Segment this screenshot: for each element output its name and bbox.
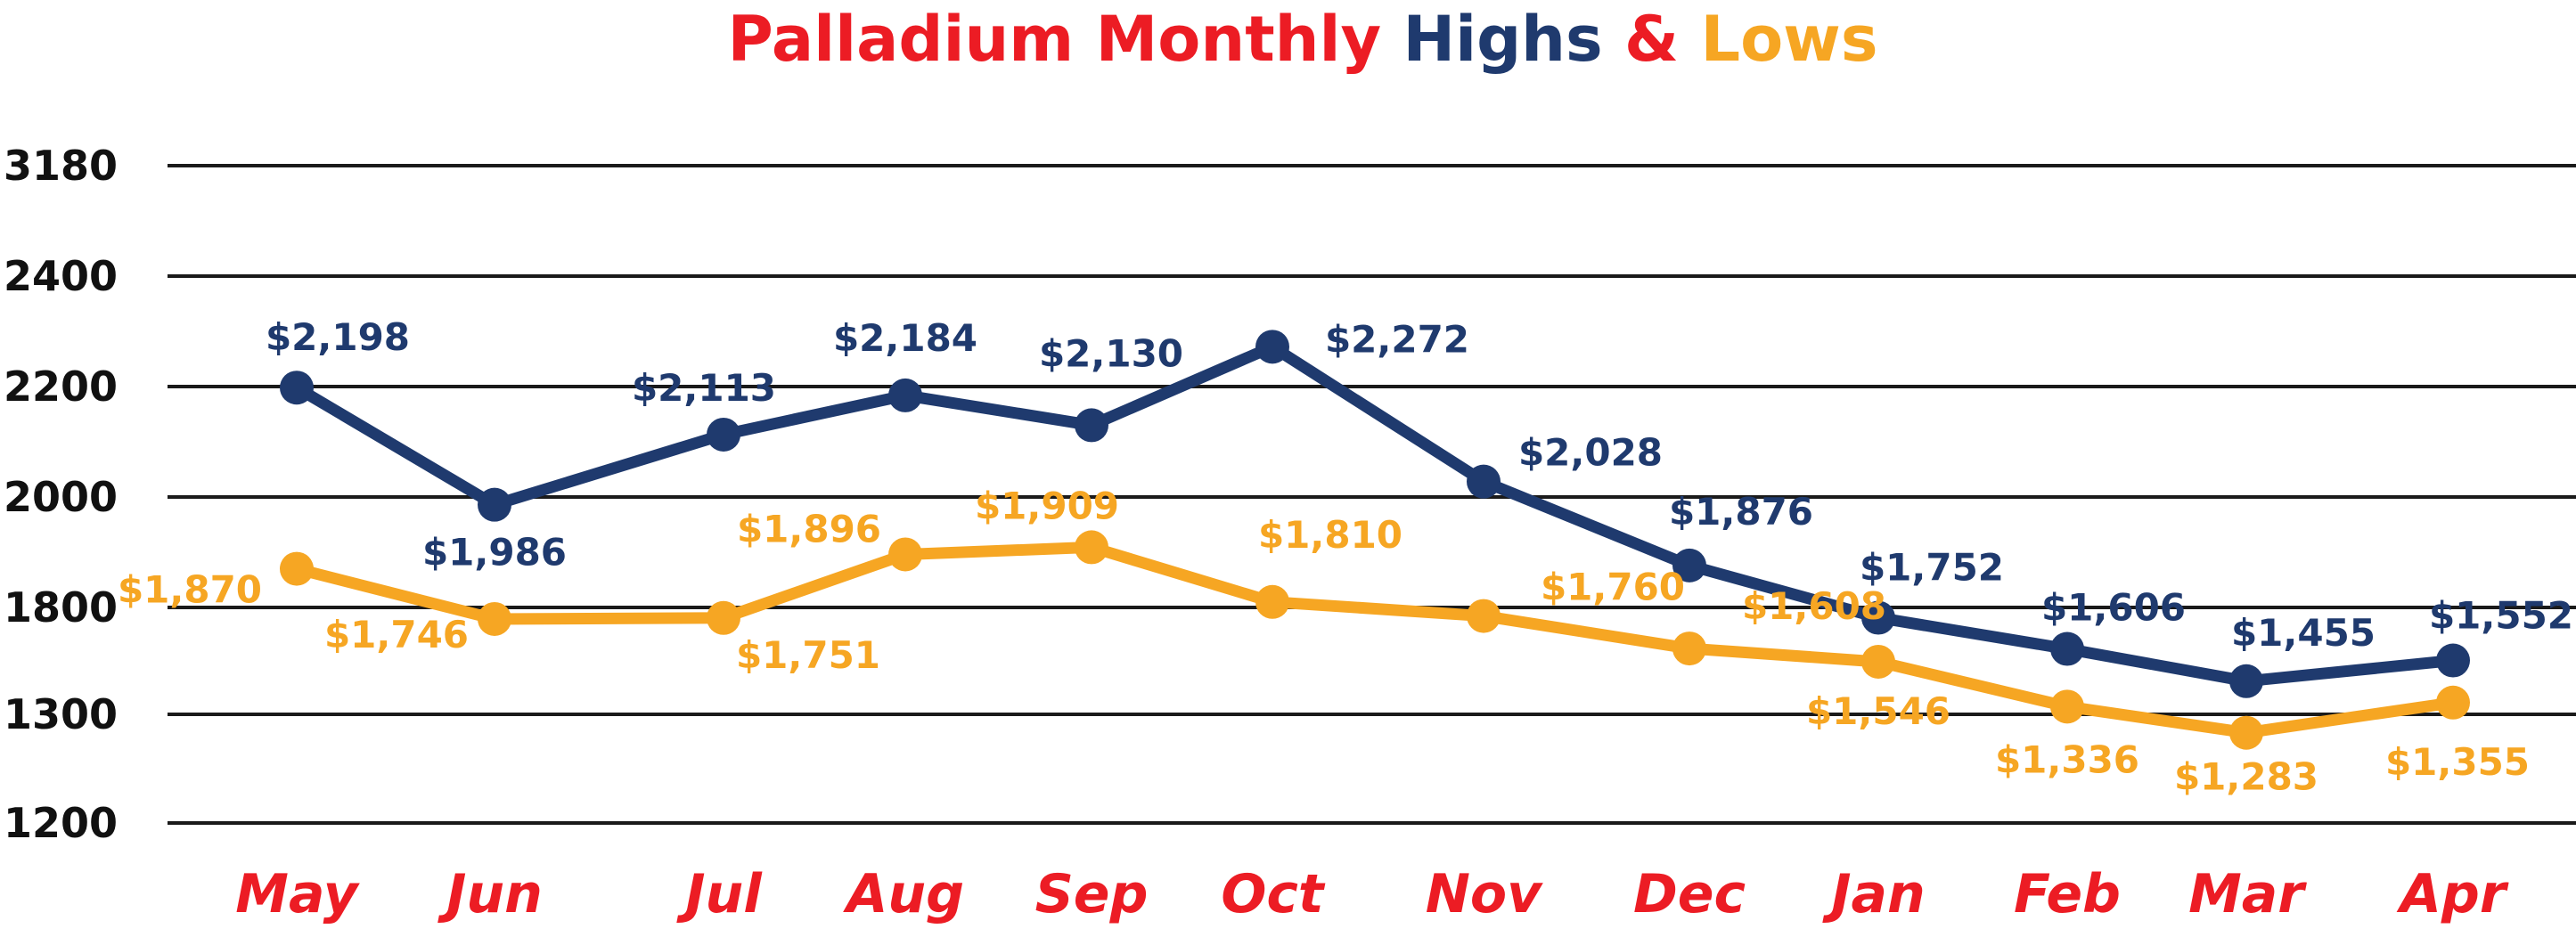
data-point-lows bbox=[888, 537, 922, 572]
series-line-highs bbox=[290, 340, 2459, 688]
data-point-highs bbox=[888, 378, 922, 412]
x-tick-label: Jan bbox=[1822, 863, 1926, 925]
data-point-lows bbox=[2229, 715, 2263, 750]
data-point-lows bbox=[1861, 644, 1895, 679]
data-label-lows: $1,870 bbox=[118, 568, 262, 612]
data-point-lows bbox=[1075, 530, 1108, 565]
x-axis-ticks: May Jun Jul Aug Sep Oct Nov Dec Jan Feb Mar Apr bbox=[235, 863, 2509, 925]
title-part-1: Palladium Monthly bbox=[727, 3, 1402, 76]
x-tick-label: Nov bbox=[1426, 863, 1543, 925]
x-tick-label: Jun bbox=[438, 863, 543, 925]
data-label-lows: $1,608 bbox=[1742, 584, 1886, 628]
x-tick-label: Mar bbox=[2188, 863, 2307, 925]
series-lows bbox=[280, 530, 2470, 750]
x-tick-label: Apr bbox=[2397, 863, 2509, 925]
data-label-lows: $1,909 bbox=[975, 484, 1119, 527]
data-point-lows bbox=[1672, 631, 1706, 666]
data-label-highs: $1,752 bbox=[1860, 546, 2004, 590]
data-point-lows bbox=[707, 600, 740, 635]
data-label-layer: $1,870 $1,746 $1,751 $1,896 $1,909 $1,810 $1,7… bbox=[118, 315, 2573, 799]
chart-title: Palladium Monthly Highs & Lows bbox=[727, 3, 1877, 76]
data-label-lows: $1,546 bbox=[1806, 689, 1950, 733]
data-label-lows: $1,760 bbox=[1541, 566, 1685, 609]
data-point-lows bbox=[1467, 599, 1501, 633]
data-point-lows bbox=[478, 601, 511, 636]
data-point-highs bbox=[2229, 664, 2263, 698]
y-tick-label: 1300 bbox=[4, 690, 118, 738]
title-part-2: Highs bbox=[1403, 3, 1603, 76]
data-point-highs bbox=[280, 371, 314, 405]
data-point-highs bbox=[1075, 408, 1108, 443]
data-point-lows bbox=[2050, 689, 2084, 724]
y-tick-label: 2000 bbox=[4, 473, 118, 521]
data-label-lows: $1,283 bbox=[2174, 755, 2318, 799]
data-point-lows bbox=[280, 551, 314, 586]
data-label-lows: $1,336 bbox=[1995, 737, 2139, 781]
data-point-highs bbox=[2050, 631, 2084, 666]
x-tick-label: Oct bbox=[1221, 863, 1326, 925]
data-point-highs bbox=[2436, 643, 2470, 678]
data-label-highs: $1,986 bbox=[422, 531, 567, 574]
title-part-3: & bbox=[1603, 3, 1701, 76]
data-label-highs: $1,606 bbox=[2041, 586, 2186, 630]
data-point-lows bbox=[2436, 685, 2470, 720]
data-point-lows bbox=[1255, 584, 1289, 619]
x-tick-label: May bbox=[235, 863, 360, 925]
y-axis-ticks: 3180 2400 2200 2000 1800 1300 1200 bbox=[4, 142, 118, 847]
data-label-highs: $2,113 bbox=[632, 366, 776, 410]
title-part-4: Lows bbox=[1700, 3, 1877, 76]
y-tick-label: 1200 bbox=[4, 799, 118, 847]
data-point-highs bbox=[1861, 600, 1895, 635]
series-layer bbox=[280, 330, 2470, 750]
series-line-lows bbox=[290, 541, 2459, 739]
data-label-highs: $1,455 bbox=[2231, 611, 2376, 655]
y-tick-label: 3180 bbox=[4, 142, 118, 190]
data-point-highs bbox=[1467, 464, 1501, 499]
y-tick-label: 2200 bbox=[4, 363, 118, 411]
data-label-lows: $1,355 bbox=[2385, 740, 2530, 784]
data-label-lows: $1,896 bbox=[737, 507, 881, 550]
data-point-highs bbox=[707, 417, 740, 452]
data-label-highs: $2,028 bbox=[1518, 431, 1663, 475]
data-point-highs bbox=[1255, 330, 1289, 364]
data-point-highs bbox=[478, 487, 511, 522]
data-label-highs: $2,130 bbox=[1039, 331, 1183, 375]
x-tick-label: Feb bbox=[2014, 863, 2121, 925]
data-label-highs: $2,272 bbox=[1325, 317, 1469, 361]
x-tick-label: Dec bbox=[1633, 863, 1746, 925]
series-highs bbox=[280, 330, 2470, 698]
x-tick-label: Sep bbox=[1035, 863, 1149, 925]
data-label-highs: $1,552 bbox=[2429, 594, 2573, 638]
y-tick-label: 2400 bbox=[4, 252, 118, 300]
data-label-highs: $1,876 bbox=[1669, 490, 1813, 534]
data-label-lows: $1,746 bbox=[324, 613, 469, 656]
data-point-highs bbox=[1672, 548, 1706, 583]
data-label-highs: $2,198 bbox=[266, 315, 410, 359]
data-label-lows: $1,810 bbox=[1258, 513, 1402, 557]
data-label-highs: $2,184 bbox=[833, 316, 977, 360]
data-label-lows: $1,751 bbox=[736, 633, 880, 677]
x-tick-label: Aug bbox=[843, 863, 964, 925]
x-tick-label: Jul bbox=[676, 863, 763, 925]
y-tick-label: 1800 bbox=[4, 583, 118, 631]
